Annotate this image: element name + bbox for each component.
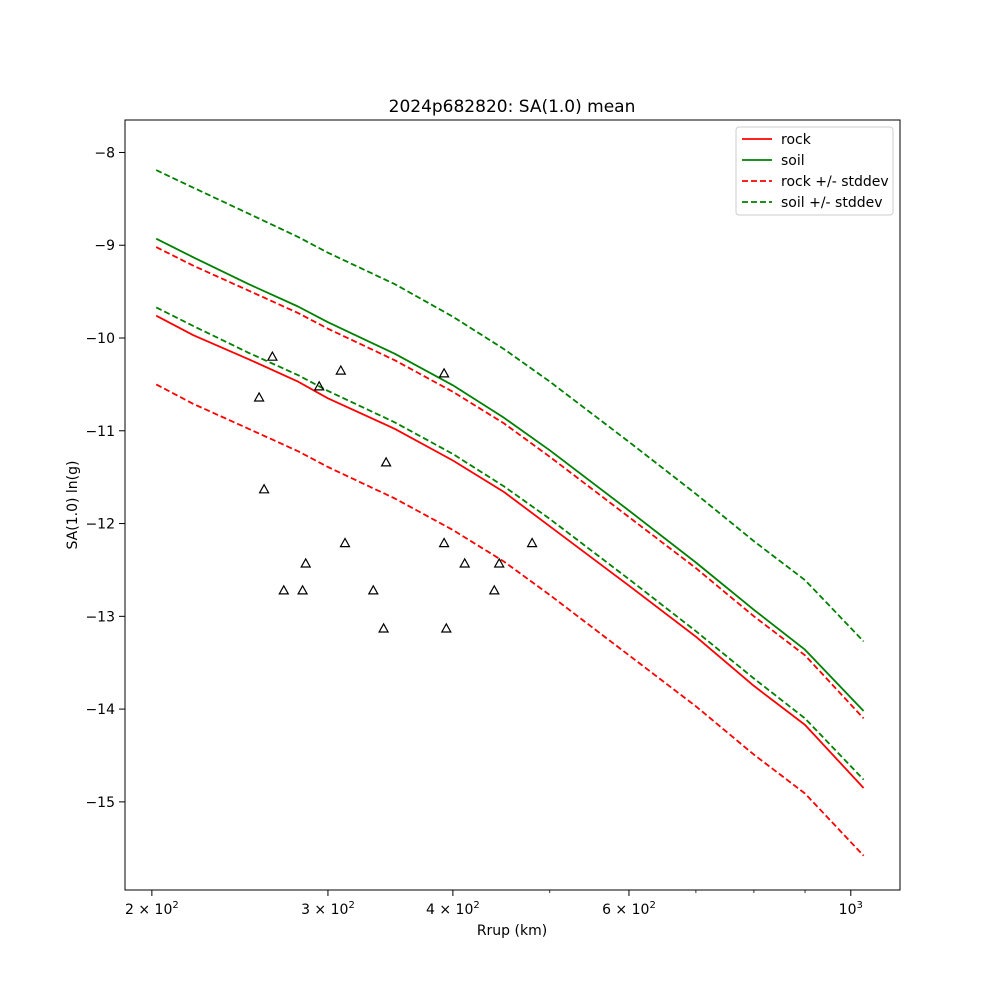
legend-label: rock [781, 132, 812, 148]
observation-marker [258, 483, 270, 494]
observation-marker [380, 456, 392, 467]
legend-label: soil +/- stddev [781, 195, 883, 211]
y-tick-label: −11 [85, 424, 115, 440]
observation-marker [459, 557, 471, 568]
x-tick-label: 4 × 102 [426, 900, 480, 918]
observation-marker [253, 391, 265, 402]
observation-marker [378, 622, 390, 633]
x-tick-label: 2 × 102 [125, 900, 179, 918]
y-tick-label: −10 [85, 331, 115, 347]
observation-marker [438, 537, 450, 548]
observation-marker [526, 537, 538, 548]
y-axis-label: SA(1.0) ln(g) [65, 461, 81, 550]
observation-marker [339, 537, 351, 548]
observation-marker [297, 584, 309, 595]
y-tick-label: −14 [85, 702, 115, 718]
y-axis: −15 −14 −13 −12 −11 −10 −9 −8 [85, 145, 125, 811]
legend: rock soil rock +/- stddev soil +/- stddev [735, 126, 894, 216]
observation-marker [488, 584, 500, 595]
y-tick-label: −8 [94, 145, 115, 161]
legend-label: rock +/- stddev [781, 174, 889, 190]
plot-frame [124, 119, 901, 891]
y-tick-label: −12 [85, 517, 115, 533]
series-soil-stddev-lower-line [155, 306, 865, 781]
y-tick-label: −13 [85, 609, 115, 625]
observation-marker [266, 350, 278, 361]
observation-marker [278, 584, 290, 595]
series-rock-line [155, 314, 865, 789]
series-rock-stddev-upper-line [155, 246, 865, 720]
observation-marker [438, 367, 450, 378]
chart-title: 2024p682820: SA(1.0) mean [389, 97, 636, 117]
series-soil-line [155, 237, 865, 712]
x-axis-label: Rrup (km) [477, 923, 547, 939]
observation-marker [493, 557, 505, 568]
legend-box [735, 126, 894, 216]
observation-marker [440, 622, 452, 633]
observation-marker [313, 380, 325, 391]
legend-label: soil [781, 153, 805, 169]
plot-area [155, 169, 865, 857]
y-tick-label: −9 [94, 238, 115, 254]
observation-marker [335, 364, 347, 375]
x-tick-label: 3 × 102 [301, 900, 355, 918]
x-axis: 2 × 102 3 × 102 4 × 102 6 × 102 103 [125, 890, 863, 918]
observation-marker [367, 584, 379, 595]
observation-marker [300, 557, 312, 568]
y-tick-label: −15 [85, 795, 115, 811]
series-rock-stddev-lower-line [155, 383, 865, 857]
x-tick-label: 6 × 102 [602, 900, 656, 918]
series-soil-stddev-upper-line [155, 169, 865, 643]
x-tick-label: 103 [839, 900, 863, 918]
